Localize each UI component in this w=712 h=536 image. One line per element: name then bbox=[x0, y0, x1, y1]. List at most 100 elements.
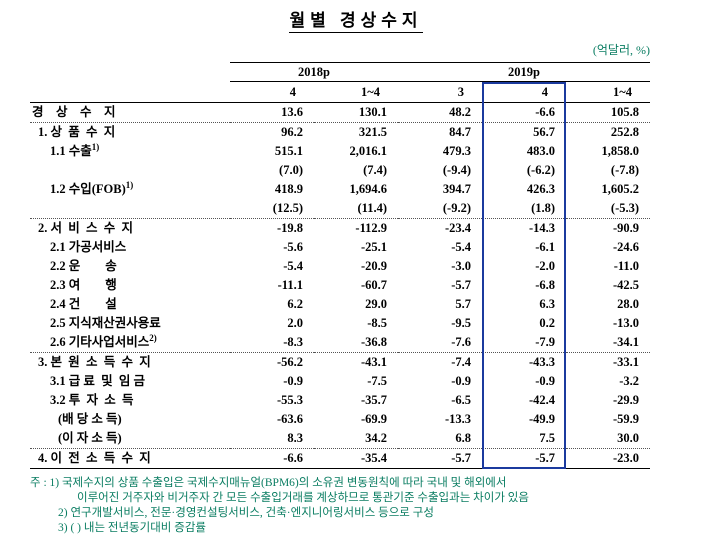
cell-value: (7.0) bbox=[279, 163, 303, 177]
header-spacer bbox=[30, 63, 230, 82]
cell-value: (12.5) bbox=[272, 201, 303, 215]
cell-value: 426.3 bbox=[526, 182, 556, 196]
current-account-table: 2018p 2019p 4 1~4 3 4 1~4 경 상 수 지 13.6 130.1 48.2-… bbox=[30, 62, 651, 469]
cell-value: -60.7 bbox=[360, 278, 388, 292]
footnote-marker: 1) bbox=[91, 142, 100, 152]
footnote-line: 주 : 1) 국제수지의 상품 수출입은 국제수지매뉴얼(BPM6)의 소유권 … bbox=[30, 477, 507, 489]
cell-value: (-6.2) bbox=[526, 163, 556, 177]
page-title: 월별 경상수지 bbox=[0, 0, 712, 33]
cell-value: -13.3 bbox=[444, 412, 472, 426]
cell-value: -6.8 bbox=[535, 278, 556, 292]
cell-value: 418.9 bbox=[274, 182, 303, 196]
cell-value: 321.5 bbox=[314, 122, 399, 142]
period-header: 1~4 bbox=[314, 81, 399, 103]
cell-value: -35.7 bbox=[360, 393, 388, 407]
period-header: 4 bbox=[230, 81, 314, 103]
cell-value: 28.0 bbox=[617, 297, 640, 311]
cell-value: 130.1 bbox=[358, 105, 388, 119]
table-row: 1.1 수출1) 515.1 2,016.1 479.3 483.0 1,858.0 bbox=[30, 142, 650, 161]
cell-value: -0.9 bbox=[283, 374, 303, 388]
cell-value: 2.0 bbox=[287, 316, 303, 330]
cell-value: -55.3 bbox=[276, 393, 303, 407]
cell-value: -11.0 bbox=[613, 259, 640, 273]
cell-value: -7.6 bbox=[451, 335, 472, 349]
table-row: 2.1 가공서비스 -5.6 -25.1 -5.4 -6.1 -24.6 bbox=[30, 238, 650, 257]
cell-value: 7.5 bbox=[539, 431, 556, 445]
cell-value: -42.5 bbox=[613, 278, 640, 292]
table-row: (7.0) (7.4) (-9.4) (-6.2) (-7.8) bbox=[30, 161, 650, 180]
cell-value: -9.5 bbox=[451, 316, 472, 330]
table-row: 3.1 급 료 및 임 금 -0.9 -7.5 -0.9 -0.9 -3.2 bbox=[30, 372, 650, 391]
row-label: 2.3 여 행 bbox=[50, 278, 117, 292]
cell-value: -59.9 bbox=[613, 412, 640, 426]
cell-value: -63.6 bbox=[276, 412, 303, 426]
cell-value: -5.4 bbox=[283, 259, 303, 273]
row-label: 2.2 운 송 bbox=[50, 259, 117, 273]
year-group-header: 2019p bbox=[398, 62, 651, 82]
table-row: 3.2 투 자 소 득 -55.3 -35.7 -6.5 -42.4 -29.9 bbox=[30, 391, 650, 410]
row-label: 2.1 가공서비스 bbox=[50, 240, 127, 254]
cell-value: 13.6 bbox=[281, 105, 303, 119]
cell-value: -36.8 bbox=[360, 335, 388, 349]
unit-label: (억달러, %) bbox=[592, 43, 650, 57]
cell-value: (-7.8) bbox=[610, 163, 640, 177]
row-label: 3.2 투 자 소 득 bbox=[50, 393, 134, 407]
table-wrap: 2018p 2019p 4 1~4 3 4 1~4 경 상 수 지 13.6 130.1 48.2-… bbox=[30, 62, 651, 469]
footnote-line: 3) ( ) 내는 전년동기대비 증감률 bbox=[58, 522, 206, 534]
cell-value: 5.7 bbox=[455, 297, 472, 311]
row-label: 1.1 수출1) bbox=[50, 142, 100, 158]
cell-value: 515.1 bbox=[274, 144, 303, 158]
cell-value: 56.7 bbox=[482, 122, 567, 142]
cell-value: -8.5 bbox=[367, 316, 388, 330]
table-row: 2.4 건 설 6.2 29.0 5.7 6.3 28.0 bbox=[30, 295, 650, 314]
cell-value: 29.0 bbox=[365, 297, 388, 311]
cell-value: -69.9 bbox=[360, 412, 388, 426]
table-row: 2.3 여 행 -11.1 -60.7 -5.7 -6.8 -42.5 bbox=[30, 276, 650, 295]
cell-value: -5.4 bbox=[451, 240, 472, 254]
cell-value: -34.1 bbox=[613, 335, 640, 349]
cell-value: (-9.2) bbox=[442, 201, 472, 215]
cell-value: 1,858.0 bbox=[601, 144, 640, 158]
cell-value: -56.2 bbox=[230, 352, 314, 372]
row-label: 1. 상 품 수 지 bbox=[30, 122, 230, 142]
table-row: 1.2 수입(FOB)1) 418.9 1,694.6 394.7 426.3 1,605… bbox=[30, 180, 650, 199]
row-label: 2.4 건 설 bbox=[50, 297, 117, 311]
cell-value: -3.2 bbox=[619, 374, 640, 388]
year-header-row: 2018p 2019p bbox=[30, 62, 651, 82]
cell-value: (-5.3) bbox=[610, 201, 640, 215]
cell-value: (11.4) bbox=[357, 201, 388, 215]
cell-value: 34.2 bbox=[365, 431, 388, 445]
cell-value: 479.3 bbox=[442, 144, 472, 158]
row-label: 4. 이 전 소 득 수 지 bbox=[30, 448, 230, 469]
cell-value: -19.8 bbox=[230, 218, 314, 238]
cell-value: -5.7 bbox=[398, 448, 483, 469]
cell-value: -6.5 bbox=[451, 393, 472, 407]
row-label: (배 당 소 득) bbox=[58, 412, 122, 426]
row-label bbox=[30, 161, 230, 180]
period-header: 3 bbox=[398, 81, 483, 103]
table-row: 2.6 기타사업서비스2) -8.3 -36.8 -7.6 -7.9 -34.1 bbox=[30, 333, 650, 353]
cell-value: -23.0 bbox=[566, 448, 651, 469]
cell-value: -5.7 bbox=[482, 448, 567, 469]
cell-value: -7.9 bbox=[535, 335, 556, 349]
cell-value: -43.1 bbox=[314, 352, 399, 372]
row-label: 3.1 급 료 및 임 금 bbox=[50, 374, 146, 388]
row-label bbox=[30, 199, 230, 219]
row-label: 1.2 수입(FOB)1) bbox=[50, 180, 134, 196]
row-label: 3. 본 원 소 득 수 지 bbox=[30, 352, 230, 372]
cell-value: 483.0 bbox=[526, 144, 556, 158]
cell-value: -29.9 bbox=[613, 393, 640, 407]
cell-value: -23.4 bbox=[398, 218, 483, 238]
table-row: (12.5) (11.4) (-9.2) (1.8) (-5.3) bbox=[30, 199, 650, 219]
cell-value: -42.4 bbox=[528, 393, 556, 407]
cell-value: (-9.4) bbox=[442, 163, 472, 177]
cell-value: 1,605.2 bbox=[601, 182, 640, 196]
cell-value: -6.6 bbox=[230, 448, 314, 469]
cell-value: 252.8 bbox=[566, 122, 651, 142]
table-row: 경 상 수 지 13.6 130.1 48.2 -6.6 105.8 bbox=[30, 103, 650, 123]
table-row: 3. 본 원 소 득 수 지 -56.2 -43.1 -7.4 -43.3 -33.1 bbox=[30, 352, 651, 372]
header-spacer bbox=[30, 81, 230, 103]
cell-value: -25.1 bbox=[360, 240, 388, 254]
cell-value: -13.0 bbox=[613, 316, 640, 330]
